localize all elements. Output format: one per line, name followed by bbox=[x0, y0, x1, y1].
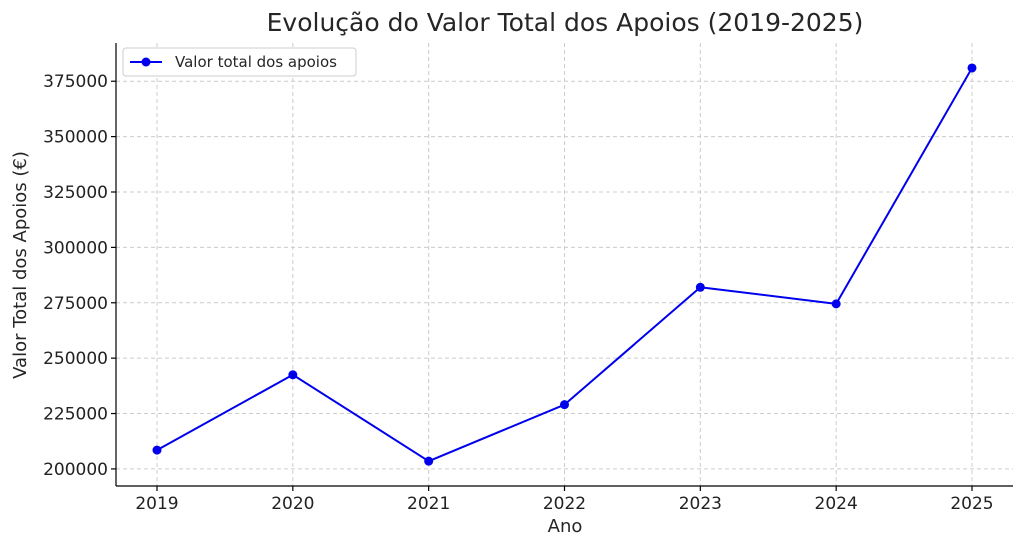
grid bbox=[116, 43, 1013, 486]
legend-label: Valor total dos apoios bbox=[175, 53, 337, 71]
x-tick-label: 2023 bbox=[679, 494, 722, 514]
x-tick-label: 2020 bbox=[271, 494, 314, 514]
x-axis-title: Ano bbox=[548, 516, 583, 537]
data-point bbox=[288, 370, 298, 380]
data-point bbox=[424, 456, 434, 466]
x-axis-ticks: 2019 2020 2021 2022 2023 2024 2025 bbox=[135, 486, 994, 514]
y-axis-ticks: 200000 225000 250000 275000 300000 325000 3500… bbox=[43, 72, 116, 480]
x-tick-label: 2022 bbox=[543, 494, 586, 514]
x-tick-label: 2021 bbox=[407, 494, 450, 514]
y-tick-label: 375000 bbox=[43, 72, 108, 92]
y-tick-label: 225000 bbox=[43, 405, 108, 425]
data-point bbox=[831, 299, 841, 309]
y-tick-label: 200000 bbox=[43, 460, 108, 480]
data-point bbox=[560, 400, 569, 410]
data-point bbox=[695, 282, 705, 292]
x-tick-label: 2024 bbox=[815, 494, 858, 514]
chart-title: Evolução do Valor Total dos Apoios (2019… bbox=[267, 8, 864, 37]
series-layer bbox=[152, 63, 977, 466]
legend-box bbox=[122, 47, 357, 77]
data-point bbox=[967, 63, 977, 73]
y-tick-label: 325000 bbox=[43, 183, 108, 203]
y-tick-label: 275000 bbox=[43, 294, 108, 314]
legend-marker-swatch bbox=[141, 57, 151, 67]
y-tick-label: 350000 bbox=[43, 128, 108, 148]
x-tick-label: 2025 bbox=[950, 494, 993, 514]
legend: Valor total dos apoios bbox=[122, 47, 357, 77]
x-tick-label: 2019 bbox=[135, 494, 178, 514]
y-tick-label: 250000 bbox=[43, 349, 108, 369]
y-tick-label: 300000 bbox=[43, 238, 108, 258]
y-axis-title: Valor Total dos Apoios (€) bbox=[10, 151, 31, 379]
data-point bbox=[152, 445, 162, 455]
